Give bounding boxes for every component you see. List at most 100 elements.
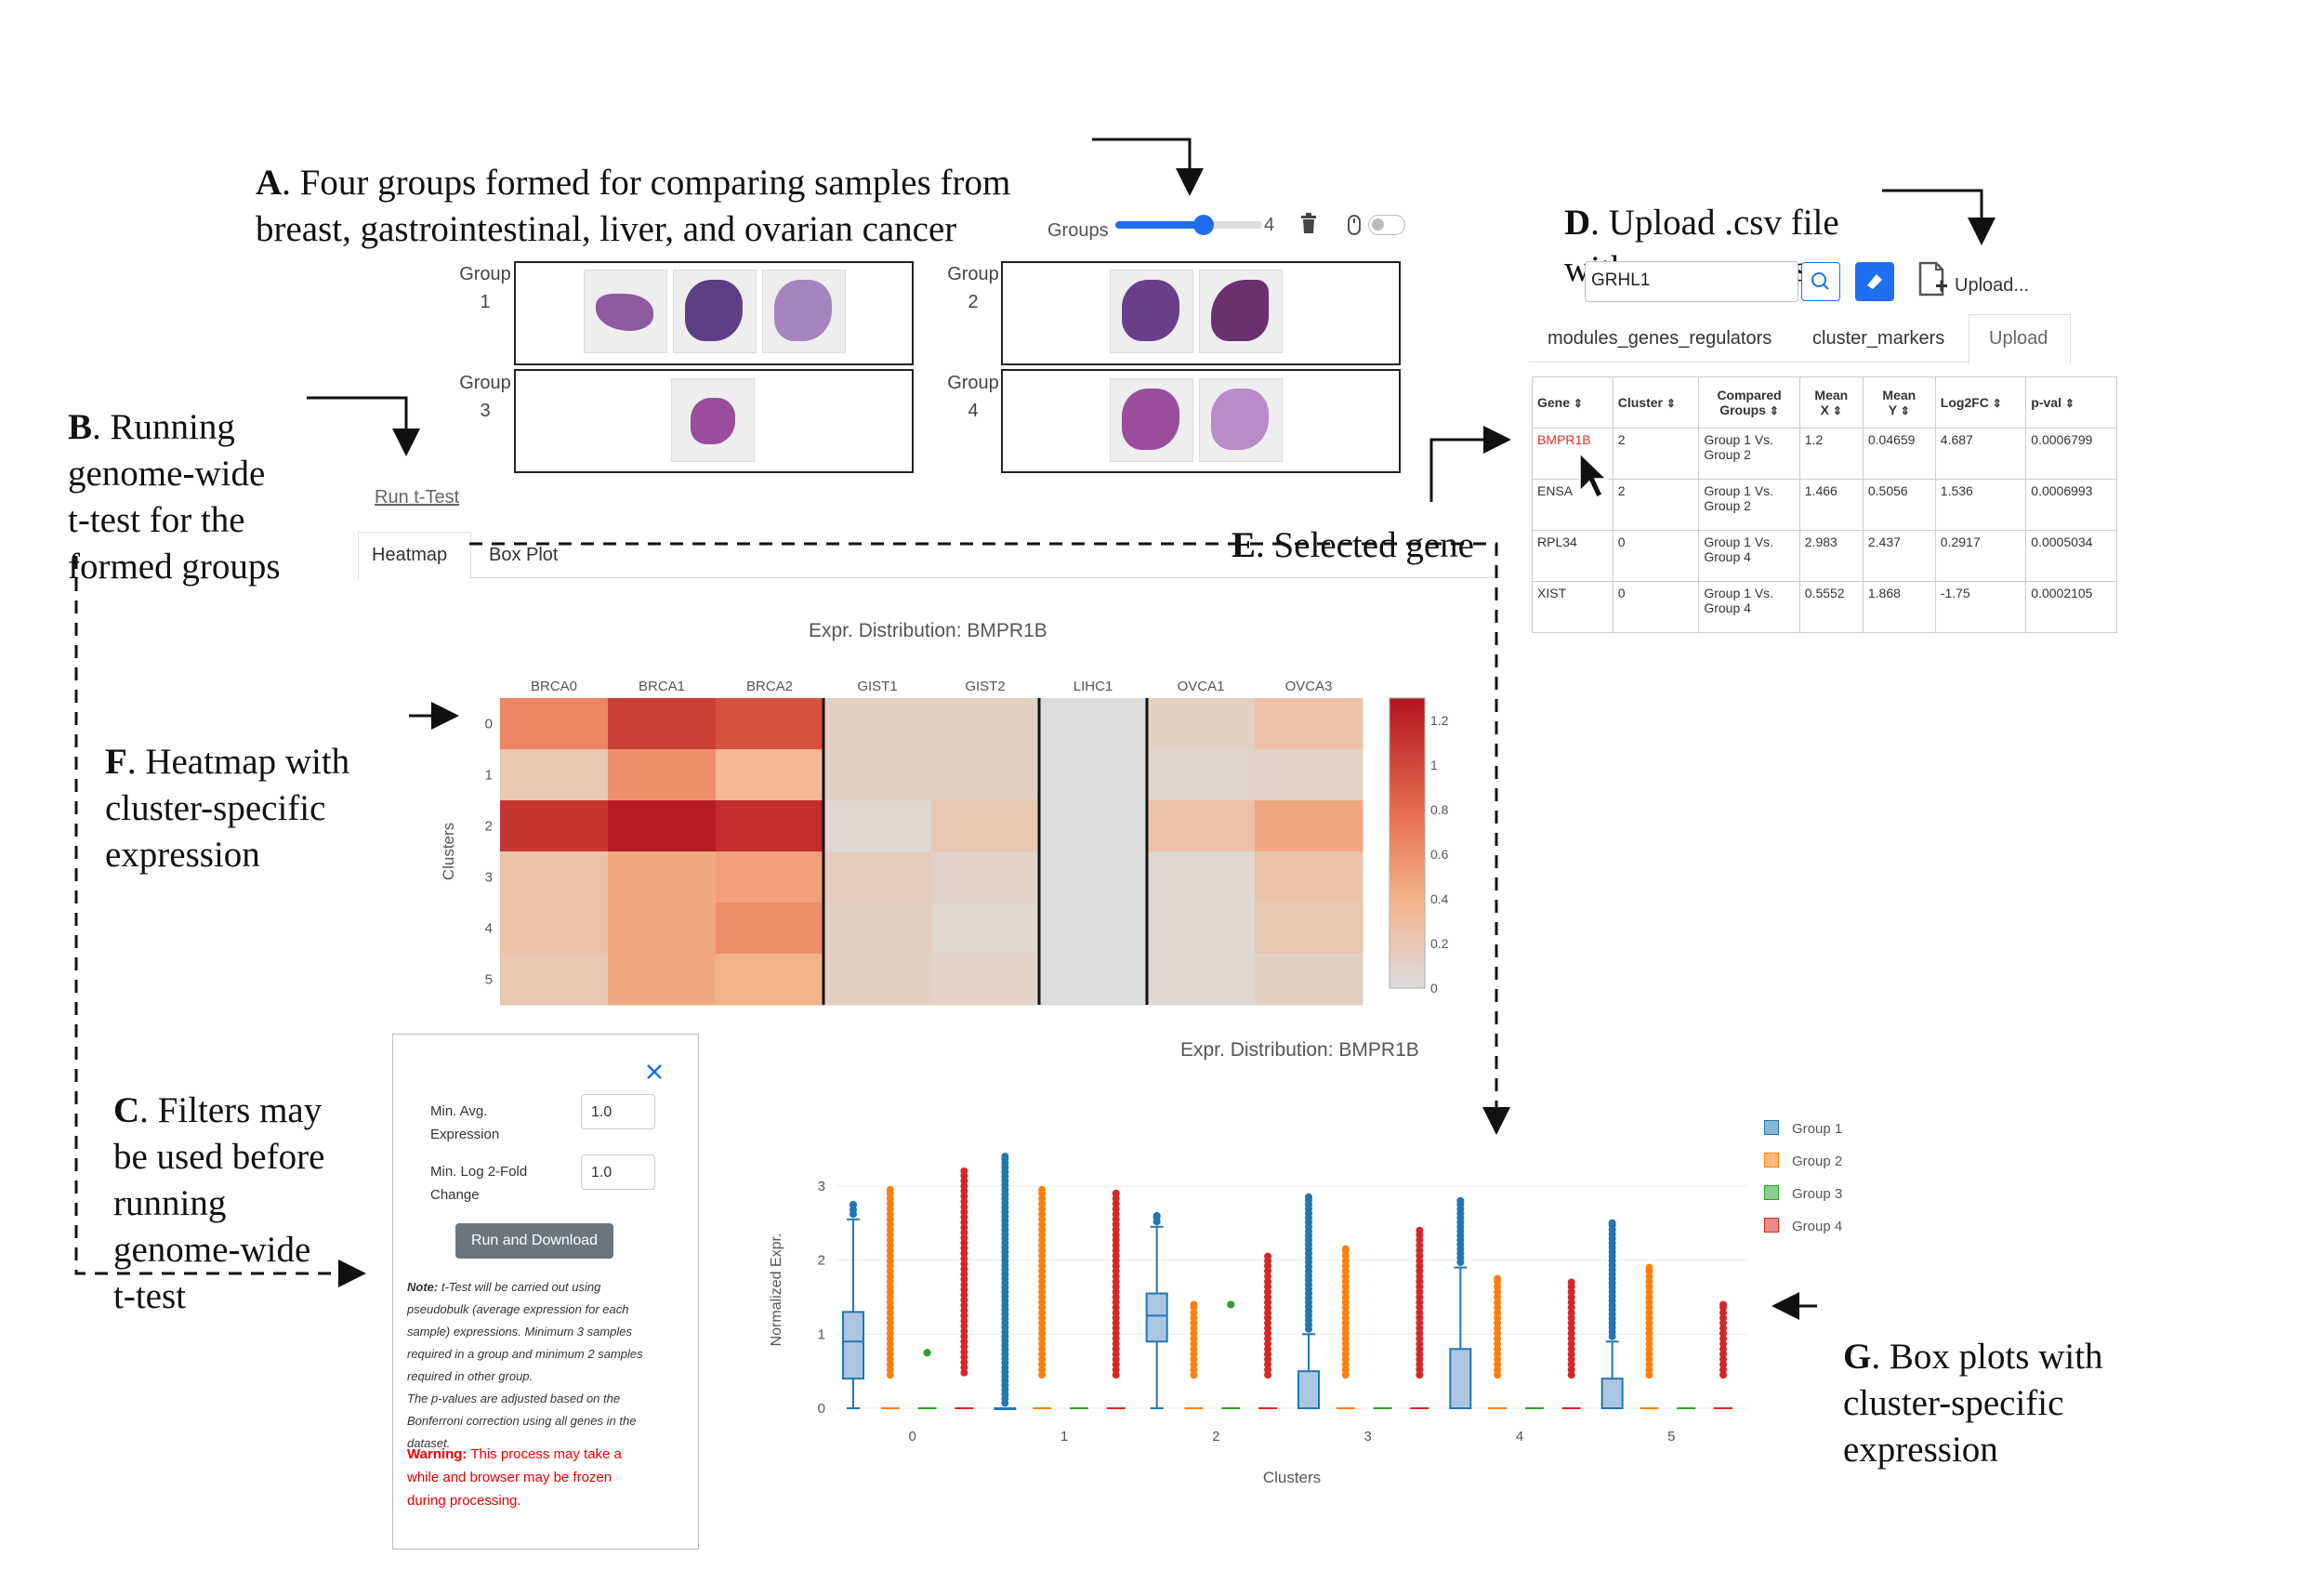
tab-divider	[1529, 362, 1969, 363]
outlier-point	[1645, 1303, 1653, 1312]
tissue-thumbnail[interactable]	[1199, 270, 1283, 353]
trash-icon[interactable]	[1299, 213, 1318, 235]
outlier-point	[960, 1193, 968, 1201]
table-row[interactable]: BMPR1B 2 Group 1 Vs. Group 2 1.2 0.04659 4.68…	[1532, 428, 2117, 480]
table-header[interactable]: Log2FC ⇕	[1934, 376, 2027, 429]
tab-heatmap[interactable]: Heatmap	[372, 545, 448, 565]
eraser-icon	[1867, 274, 1882, 289]
tissue-thumbnail[interactable]	[1110, 270, 1193, 353]
file-add-icon[interactable]	[1917, 261, 1949, 300]
table-row[interactable]: ENSA 2 Group 1 Vs. Group 2 1.466 0.5056 1.536…	[1532, 479, 2117, 531]
sort-icon[interactable]: ⇕	[1769, 404, 1779, 417]
legend-item[interactable]: Group 4	[1764, 1218, 1842, 1234]
outlier-point	[1567, 1360, 1575, 1368]
outlier-point	[1416, 1313, 1424, 1322]
heatmap-cell	[716, 749, 824, 801]
mouse-icon	[1348, 215, 1361, 235]
tissue-thumbnail[interactable]	[1110, 378, 1193, 462]
x-tick-label: 5	[1667, 1429, 1675, 1444]
table-cell[interactable]: RPL34	[1532, 530, 1614, 582]
table-row[interactable]: XIST 0 Group 1 Vs. Group 4 0.5552 1.868 -1.75…	[1532, 581, 2117, 633]
tissue-thumbnail[interactable]	[673, 270, 757, 353]
table-header[interactable]: Cluster ⇕	[1612, 376, 1700, 429]
outlier-point	[1719, 1313, 1728, 1322]
search-button[interactable]	[1801, 262, 1840, 301]
outlier-point	[1190, 1319, 1198, 1327]
warning-label: Warning:	[407, 1446, 468, 1462]
gene-search-input[interactable]: GRHL1	[1585, 261, 1798, 302]
outlier-point	[1038, 1339, 1047, 1348]
sort-icon[interactable]: ⇕	[2064, 397, 2074, 410]
outlier-point	[1112, 1273, 1120, 1281]
tissue-thumbnail[interactable]	[584, 270, 667, 353]
min-log-input[interactable]: 1.0	[581, 1154, 655, 1190]
outlier-point	[1038, 1309, 1047, 1317]
outlier-point	[960, 1239, 968, 1247]
outlier-point	[886, 1205, 894, 1213]
upload-button[interactable]: Upload...	[1955, 275, 2030, 296]
outlier-point	[1112, 1210, 1120, 1219]
tissue-thumbnail[interactable]	[762, 270, 846, 353]
outlier-point	[1645, 1335, 1653, 1343]
outlier-point	[1645, 1345, 1653, 1353]
tissue-thumbnail[interactable]	[671, 378, 755, 462]
tab-cluster-markers[interactable]: cluster_markers	[1812, 328, 1945, 349]
outlier-point	[1038, 1185, 1047, 1194]
run-ttest-link[interactable]: Run t-Test	[375, 487, 460, 508]
table-cell[interactable]: BMPR1B	[1532, 428, 1614, 480]
outlier-point	[886, 1257, 894, 1265]
table-header[interactable]: p-val ⇕	[2025, 376, 2117, 429]
outlier-point	[1112, 1200, 1120, 1208]
sort-icon[interactable]: ⇕	[1573, 397, 1583, 410]
tissue-thumbnail[interactable]	[1199, 378, 1283, 462]
tab-box-plot[interactable]: Box Plot	[489, 545, 559, 565]
outlier-point	[1567, 1319, 1575, 1327]
legend-item[interactable]: Group 1	[1764, 1120, 1842, 1137]
outlier-point	[1038, 1215, 1047, 1223]
outlier-point	[1038, 1365, 1047, 1374]
toggle-switch[interactable]	[1368, 215, 1405, 235]
legend-item[interactable]: Group 2	[1764, 1153, 1842, 1169]
outlier-point	[1719, 1324, 1728, 1332]
annotation-letter: G	[1843, 1337, 1872, 1377]
table-cell: 0.04659	[1862, 428, 1936, 480]
run-and-download-button[interactable]: Run and Download	[455, 1223, 613, 1259]
table-cell: 0.0006799	[2025, 428, 2117, 480]
outlier-point	[1341, 1273, 1350, 1281]
groups-slider-handle[interactable]	[1193, 215, 1214, 235]
table-cell: 2.983	[1798, 530, 1864, 582]
outlier-point	[1112, 1194, 1120, 1203]
min-avg-input[interactable]: 1.0	[581, 1094, 655, 1129]
clear-button[interactable]	[1855, 262, 1894, 301]
outlier-point	[1112, 1355, 1120, 1364]
heatmap-column-label: BRCA2	[746, 679, 793, 694]
close-icon[interactable]	[645, 1062, 664, 1081]
legend-item[interactable]: Group 3	[1764, 1185, 1842, 1202]
outlier-point	[1645, 1263, 1653, 1272]
outlier-point	[960, 1255, 968, 1263]
outlier-point	[960, 1229, 968, 1237]
table-cell: 0.5056	[1862, 479, 1936, 531]
outlier-point	[1112, 1309, 1120, 1317]
outlier-point	[1341, 1339, 1350, 1348]
outlier-point	[850, 1200, 857, 1208]
outlier-point	[1416, 1251, 1424, 1260]
table-header[interactable]: Mean X ⇕	[1798, 376, 1864, 429]
table-header[interactable]: Gene ⇕	[1532, 376, 1614, 429]
annotation-letter: D	[1564, 203, 1591, 243]
sort-icon[interactable]: ⇕	[1832, 404, 1842, 417]
outlier-point	[1112, 1236, 1120, 1245]
table-cell[interactable]: XIST	[1532, 581, 1614, 633]
tab-upload[interactable]: Upload	[1989, 328, 2048, 349]
tab-modules-genes-regulators[interactable]: modules_genes_regulators	[1548, 328, 1772, 349]
outlier-point	[1038, 1283, 1047, 1291]
sort-icon[interactable]: ⇕	[1666, 397, 1676, 410]
heatmap-cell	[823, 749, 932, 801]
sort-icon[interactable]: ⇕	[1992, 397, 2002, 410]
search-icon	[1811, 272, 1829, 290]
annotation-letter: F	[105, 742, 127, 782]
heatmap-row-label: 4	[485, 921, 493, 937]
table-row[interactable]: RPL34 0 Group 1 Vs. Group 4 2.983 2.437 0.291…	[1532, 530, 2117, 582]
colorbar-tick-label: 0.2	[1430, 936, 1449, 951]
sort-icon[interactable]: ⇕	[1900, 404, 1910, 417]
